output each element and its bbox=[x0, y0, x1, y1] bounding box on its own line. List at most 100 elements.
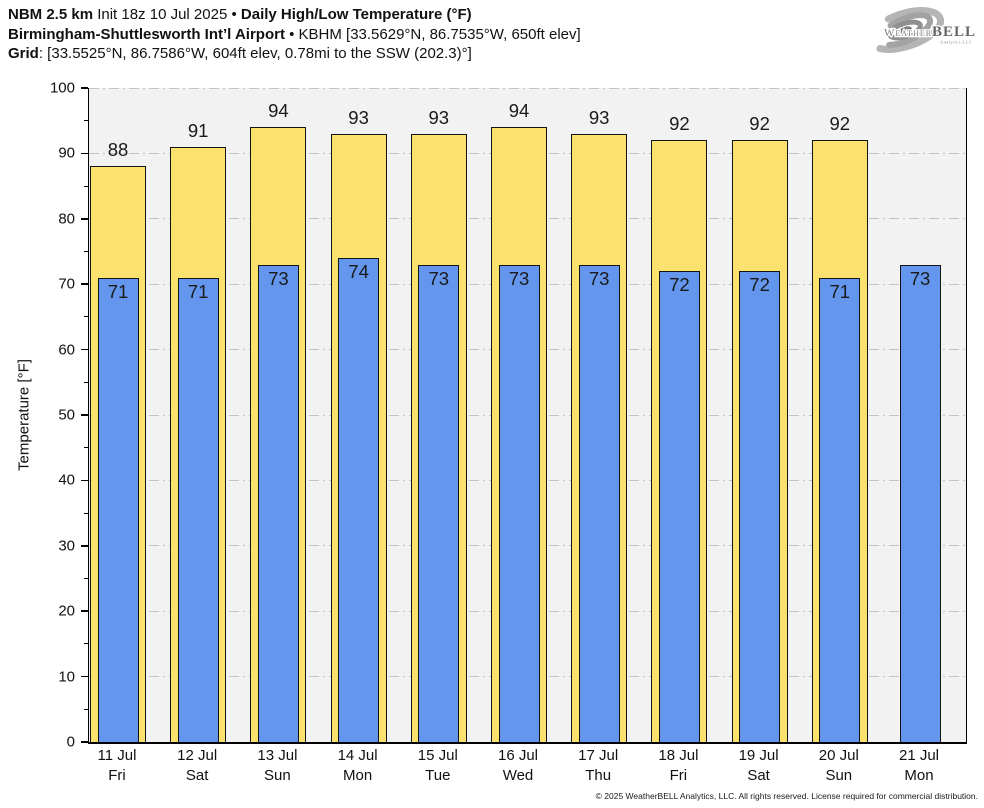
copyright-notice: © 2025 WeatherBELL Analytics, LLC. All r… bbox=[595, 791, 978, 801]
x-label-date: 17 Jul bbox=[578, 747, 619, 764]
grid-line: Grid: [33.5525°N, 86.7586°W, 604ft elev,… bbox=[8, 44, 581, 64]
x-label-day: Mon bbox=[904, 766, 934, 784]
y-minor-tick bbox=[84, 512, 88, 514]
swirl-icon bbox=[865, 7, 945, 53]
y-minor-tick bbox=[84, 708, 88, 710]
low-value-label: 73 bbox=[268, 267, 289, 289]
high-value-label: 92 bbox=[749, 113, 770, 135]
station-line: Birmingham-Shuttlesworth Int’l Airport •… bbox=[8, 25, 581, 45]
y-minor-tick bbox=[84, 120, 88, 122]
y-tick-label: 0 bbox=[66, 733, 75, 751]
low-bar: 74 bbox=[338, 258, 380, 742]
high-value-label: 93 bbox=[428, 106, 450, 128]
low-value-label: 73 bbox=[508, 267, 530, 289]
low-value-label: 73 bbox=[428, 267, 450, 289]
low-bar: 71 bbox=[97, 277, 139, 742]
low-bar: 73 bbox=[418, 264, 460, 742]
x-label-date: 19 Jul bbox=[738, 747, 779, 764]
high-value-label: 92 bbox=[829, 113, 851, 135]
x-tick-label: 20 Jul Sun bbox=[819, 746, 859, 785]
grid-info: : [33.5525°N, 86.7586°W, 604ft elev, 0.7… bbox=[38, 45, 472, 62]
x-label-date: 16 Jul bbox=[497, 747, 539, 764]
init-time: Init 18z 10 Jul 2025 • bbox=[93, 6, 241, 23]
station-info: • KBHM [33.5629°N, 86.7535°W, 650ft elev… bbox=[284, 25, 581, 43]
low-value-label: 72 bbox=[669, 274, 690, 296]
y-tick-label: 80 bbox=[58, 210, 75, 228]
x-label-date: 15 Jul bbox=[417, 747, 458, 764]
chart-header: NBM 2.5 km Init 18z 10 Jul 2025 • Daily … bbox=[8, 5, 581, 64]
y-axis-title: Temperature [°F] bbox=[15, 359, 33, 471]
y-major-tick bbox=[81, 414, 88, 416]
y-tick-label: 40 bbox=[58, 471, 75, 489]
x-tick-label: 16 Jul Wed bbox=[498, 746, 538, 785]
x-label-day: Fri bbox=[669, 766, 688, 784]
y-major-tick bbox=[81, 152, 88, 155]
y-tick-label: 20 bbox=[58, 602, 75, 620]
y-major-tick bbox=[81, 675, 88, 678]
x-label-day: Sun bbox=[264, 766, 291, 784]
y-tick-label: 30 bbox=[58, 537, 75, 555]
y-minor-tick bbox=[84, 185, 88, 187]
high-value-label: 91 bbox=[187, 119, 209, 141]
x-label-day: Mon bbox=[343, 766, 373, 784]
y-minor-tick bbox=[84, 643, 88, 645]
x-axis-labels: 11 Jul Fri 12 Jul Sat 13 Jul Sun 14 Jul Mon 15 J… bbox=[88, 746, 965, 790]
high-value-label: 92 bbox=[669, 113, 690, 135]
x-tick-label: 11 Jul Fri bbox=[98, 746, 137, 785]
y-tick-label: 10 bbox=[58, 668, 75, 686]
x-label-date: 13 Jul bbox=[257, 747, 298, 764]
logo-weather-text: Weather bbox=[884, 27, 932, 39]
y-tick-label: 100 bbox=[49, 79, 75, 97]
high-value-label: 94 bbox=[268, 100, 289, 122]
y-minor-tick bbox=[84, 251, 88, 252]
x-label-day: Sat bbox=[185, 766, 209, 784]
high-value-label: 93 bbox=[588, 106, 610, 128]
x-label-date: 14 Jul bbox=[337, 747, 378, 764]
y-major-tick bbox=[81, 87, 88, 89]
y-major-tick bbox=[81, 545, 88, 547]
low-value-label: 72 bbox=[749, 274, 770, 296]
low-bar: 71 bbox=[177, 277, 219, 742]
x-label-date: 20 Jul bbox=[818, 747, 859, 764]
y-gridline bbox=[89, 87, 966, 89]
y-axis: 0 10 20 30 40 50 60 70 80 90 100 bbox=[0, 80, 88, 751]
y-minor-tick bbox=[84, 316, 88, 318]
title-line: NBM 2.5 km Init 18z 10 Jul 2025 • Daily … bbox=[8, 5, 581, 25]
x-label-day: Fri bbox=[108, 766, 126, 784]
y-major-tick bbox=[81, 218, 88, 220]
x-tick-label: 19 Jul Sat bbox=[739, 746, 779, 785]
logo-bell-text: BELL bbox=[932, 24, 976, 40]
x-tick-label: 15 Jul Tue bbox=[418, 746, 458, 785]
x-label-day: Sun bbox=[825, 766, 853, 784]
x-label-day: Wed bbox=[502, 766, 534, 784]
station-name: Birmingham-Shuttlesworth Int’l Airport bbox=[8, 25, 285, 43]
grid-label: Grid bbox=[8, 45, 39, 62]
x-tick-label: 12 Jul Sat bbox=[177, 746, 217, 785]
x-tick-label: 17 Jul Thu bbox=[578, 746, 618, 785]
y-minor-tick bbox=[84, 578, 88, 579]
y-minor-tick bbox=[84, 447, 88, 449]
low-value-label: 73 bbox=[588, 267, 610, 289]
low-value-label: 71 bbox=[187, 280, 209, 302]
x-label-date: 12 Jul bbox=[177, 747, 218, 764]
y-tick-label: 60 bbox=[58, 341, 75, 359]
y-tick-label: 90 bbox=[58, 144, 75, 162]
x-label-date: 18 Jul bbox=[658, 747, 699, 764]
x-tick-label: 13 Jul Sun bbox=[257, 746, 297, 785]
y-minor-tick bbox=[84, 381, 88, 383]
low-bar: 72 bbox=[658, 271, 700, 742]
x-tick-label: 18 Jul Fri bbox=[658, 746, 698, 785]
y-major-tick bbox=[81, 479, 88, 482]
high-value-label: 88 bbox=[107, 139, 129, 161]
high-value-label: 93 bbox=[348, 106, 369, 128]
model-name: NBM 2.5 km bbox=[8, 6, 94, 23]
high-value-label: 94 bbox=[508, 100, 530, 122]
low-value-label: 71 bbox=[829, 280, 851, 302]
low-bar: 73 bbox=[899, 264, 941, 742]
x-tick-label: 21 Jul Mon bbox=[899, 746, 939, 785]
y-major-tick bbox=[81, 610, 88, 612]
low-value-label: 73 bbox=[909, 267, 931, 289]
weatherbell-logo: WeatherBELL Analytics LLC bbox=[865, 7, 976, 53]
svg-text:WeatherBELL: WeatherBELL bbox=[884, 24, 976, 40]
y-tick-label: 70 bbox=[58, 275, 75, 293]
